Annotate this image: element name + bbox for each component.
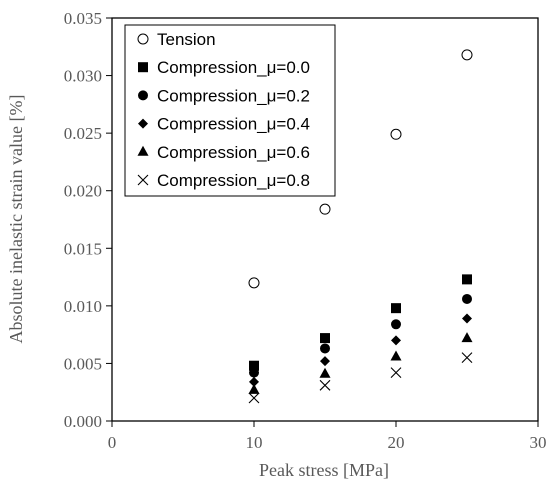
legend-label: Compression_μ=0.6 [157, 143, 310, 162]
x-axis-ticks: 0 10 20 30 [108, 421, 547, 452]
legend-item: Compression_μ=0.8 [137, 171, 310, 190]
legend-item: Compression_μ=0.4 [138, 115, 310, 134]
legend-label: Compression_μ=0.8 [157, 171, 310, 190]
legend-item: Tension [137, 30, 216, 49]
y-tick-label: 0.015 [64, 239, 102, 258]
legend-label: Compression_μ=0.4 [157, 115, 310, 134]
data-point [462, 313, 472, 324]
data-point [462, 274, 472, 285]
y-tick-label: 0.010 [64, 297, 102, 316]
data-point [249, 360, 259, 371]
y-tick-label: 0.035 [64, 9, 102, 28]
data-point [319, 379, 331, 391]
plot-frame [111, 17, 539, 422]
data-point [249, 367, 259, 378]
x-tick-label: 20 [388, 433, 405, 452]
legend: Tension Compression_μ=0.0 Compression_μ=0.… [124, 24, 336, 197]
y-tick-label: 0.005 [64, 354, 102, 373]
legend-marker [138, 62, 148, 73]
legend-item: Compression_μ=0.6 [137, 143, 310, 162]
x-axis-title: Peak stress [MPa] [259, 460, 389, 480]
data-point [248, 277, 260, 289]
data-point [462, 293, 472, 304]
y-axis-title: Absolute inelastic strain value [%] [6, 95, 26, 344]
data-point [248, 392, 260, 404]
series-4 [248, 332, 473, 394]
legend-box [124, 24, 336, 197]
data-point [320, 333, 330, 344]
legend-marker [137, 33, 149, 45]
data-point [391, 319, 401, 330]
legend-label: Tension [157, 30, 216, 49]
data-point [320, 356, 330, 367]
y-tick-label: 0.025 [64, 124, 102, 143]
series-0 [248, 49, 473, 289]
data-point [390, 367, 402, 379]
legend-marker [137, 145, 149, 156]
legend-label: Compression_μ=0.2 [157, 86, 310, 105]
data-point [461, 49, 473, 61]
data-point [320, 343, 330, 354]
legend-item: Compression_μ=0.2 [138, 86, 310, 105]
data-point [391, 303, 401, 314]
data-point [461, 332, 473, 343]
data-point [390, 128, 402, 140]
data-points [248, 49, 473, 404]
x-tick-label: 10 [246, 433, 263, 452]
series-1 [249, 274, 472, 371]
y-axis-ticks: 0.000 0.005 0.010 0.015 0.020 0.025 0.030 0.035 [64, 9, 112, 431]
y-tick-label: 0.030 [64, 67, 102, 86]
legend-label: Compression_μ=0.0 [157, 58, 310, 77]
x-tick-label: 30 [530, 433, 547, 452]
data-point [461, 352, 473, 364]
legend-marker [138, 118, 148, 129]
data-point [248, 383, 260, 394]
legend-marker [137, 174, 149, 186]
data-point [319, 367, 331, 378]
series-3 [249, 313, 472, 387]
data-point [390, 350, 402, 361]
series-2 [249, 293, 472, 378]
data-point [249, 376, 259, 387]
data-point [391, 335, 401, 346]
y-tick-label: 0.000 [64, 412, 102, 431]
y-tick-label: 0.020 [64, 182, 102, 201]
legend-marker [138, 90, 148, 101]
legend-item: Compression_μ=0.0 [138, 58, 310, 77]
x-tick-label: 0 [108, 433, 117, 452]
series-5 [248, 352, 473, 404]
data-point [319, 203, 331, 215]
